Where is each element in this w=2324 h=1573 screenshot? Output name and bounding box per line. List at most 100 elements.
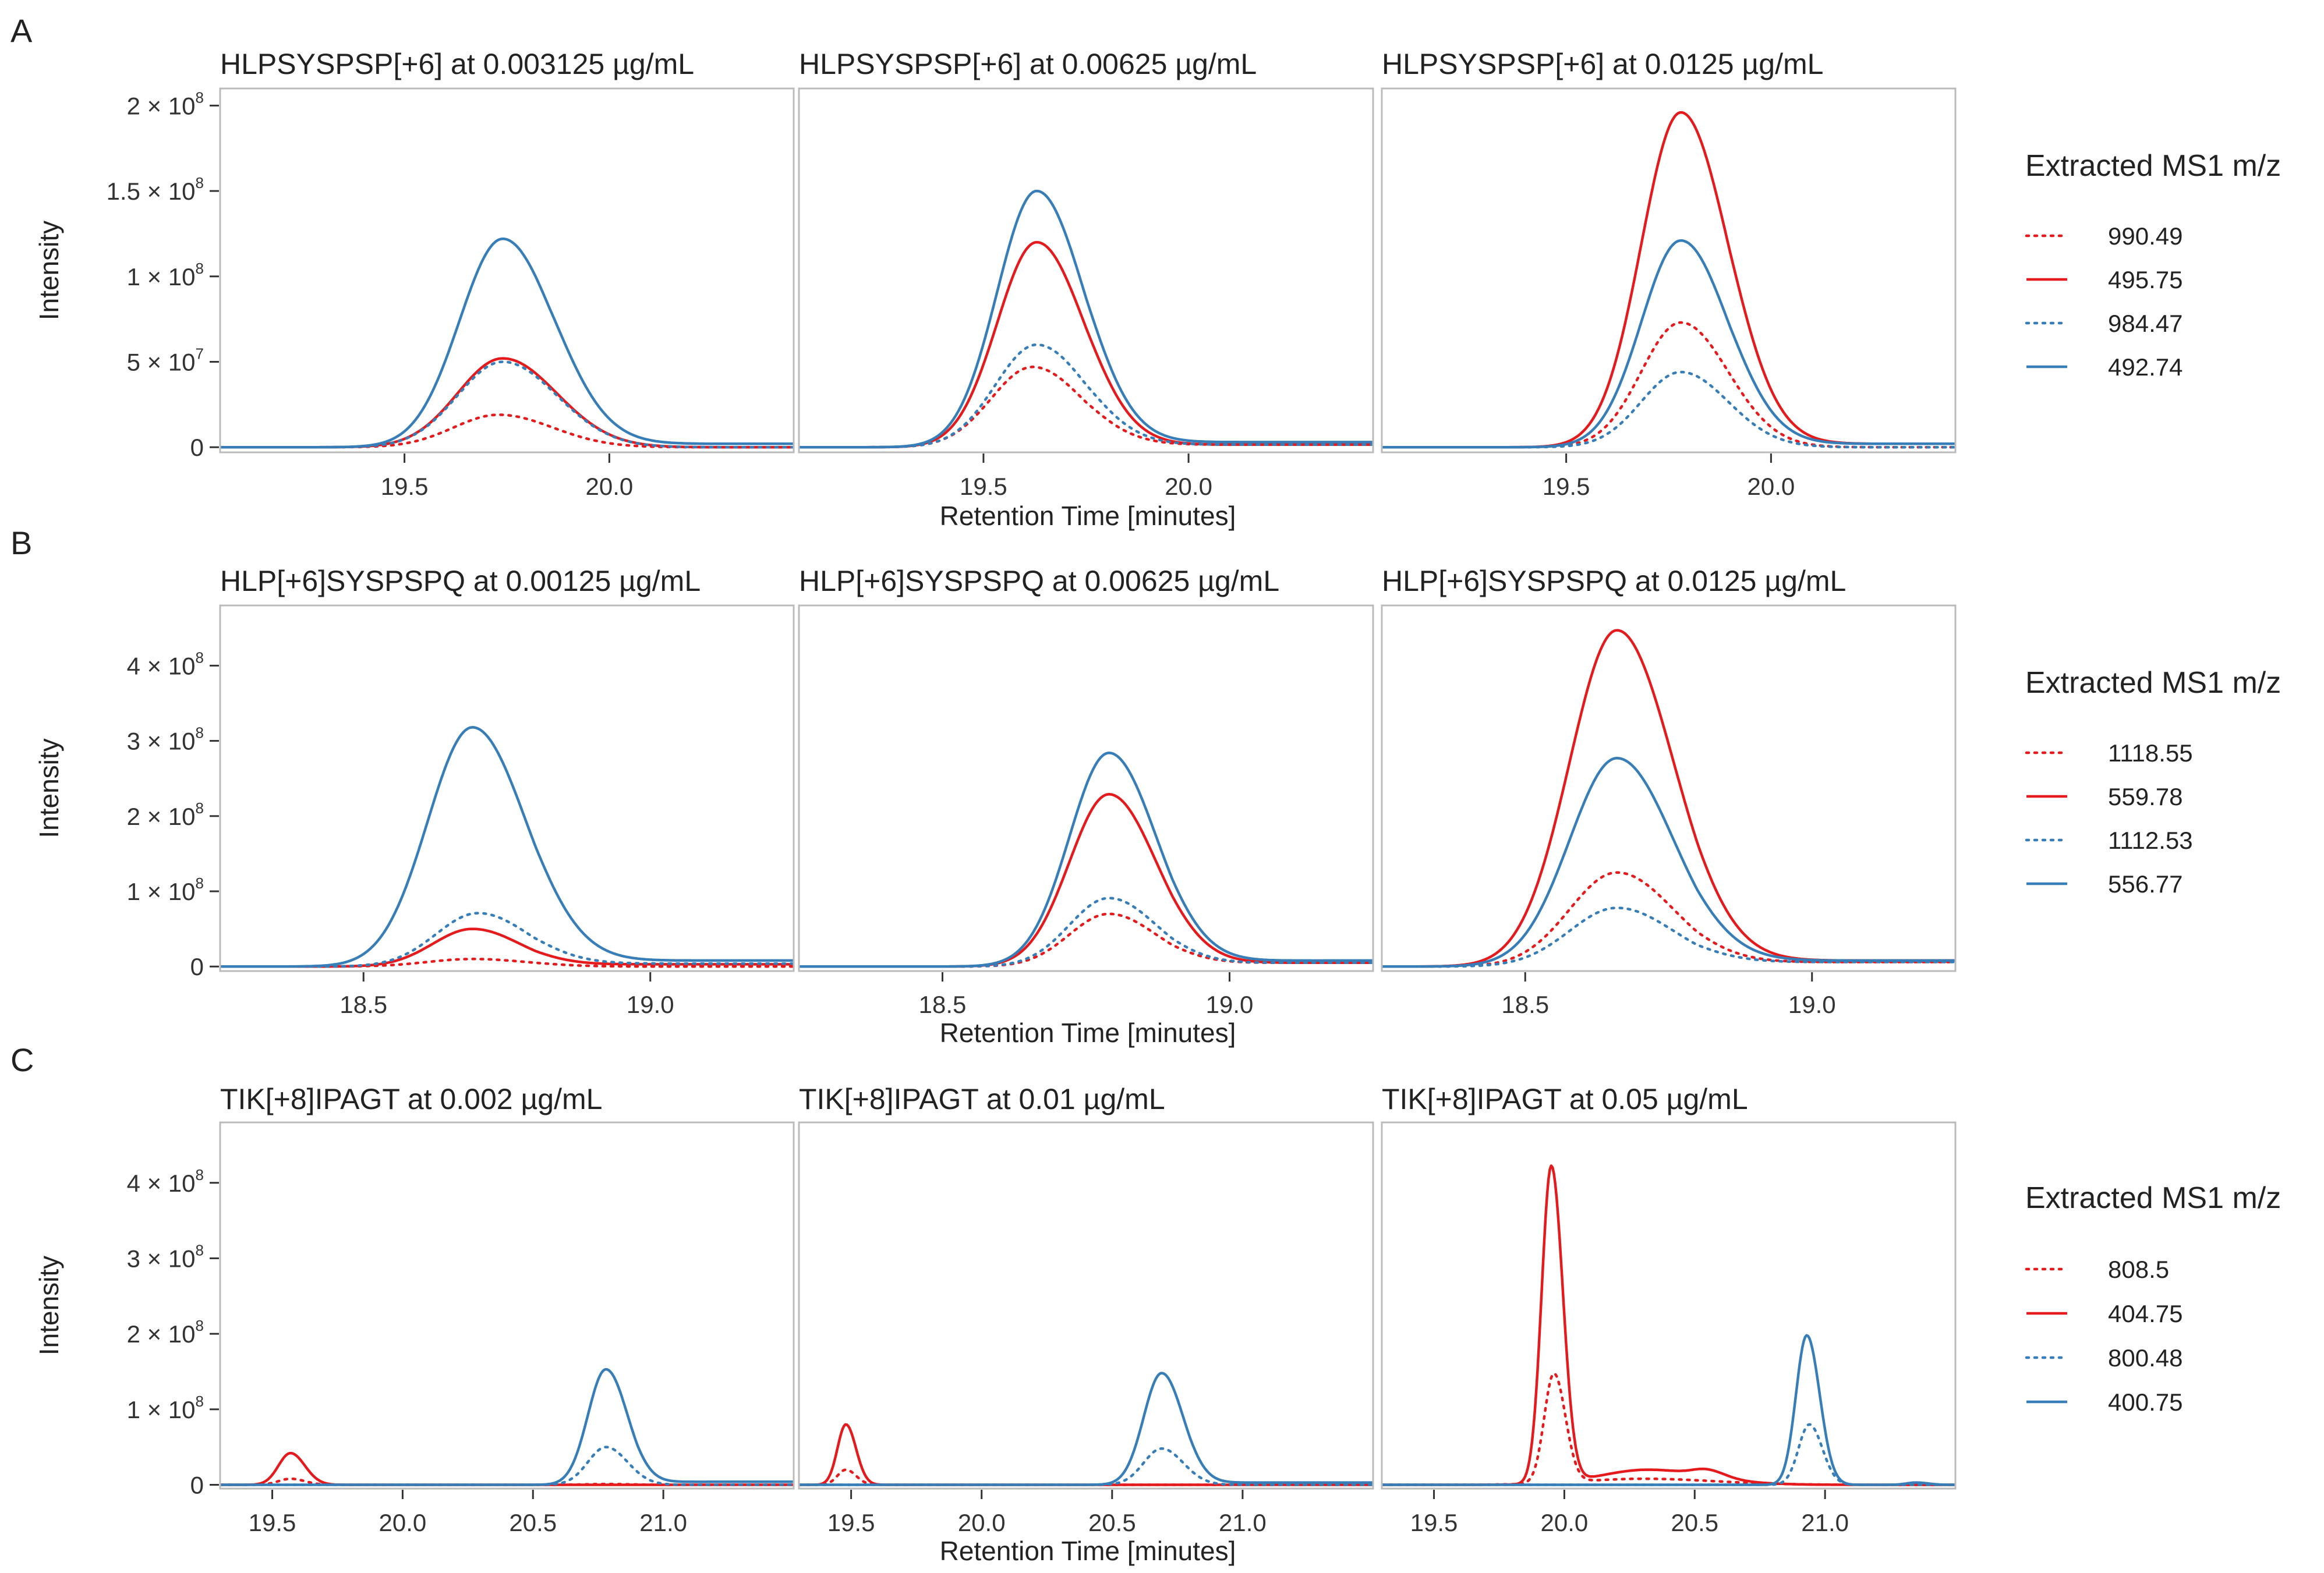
- legend-item-label: 1112.53: [2108, 827, 2193, 854]
- panel-letter: C: [10, 1041, 34, 1078]
- series-line-404-75: [1382, 1164, 1955, 1486]
- y-axis-label: Intensity: [34, 738, 64, 838]
- series-group: [799, 189, 1373, 449]
- series-line-984-47: [799, 343, 1373, 449]
- x-tick-label: 21.0: [1801, 1509, 1849, 1536]
- series-line-800-48: [799, 1447, 1373, 1486]
- panel-frame: [219, 604, 795, 972]
- series-line-1112-53: [220, 912, 794, 968]
- y-tick-label: 2 × 108: [127, 88, 204, 119]
- x-tick-label: 18.5: [339, 991, 387, 1018]
- series-line-492-74: [220, 237, 794, 449]
- legend-item-label: 800.48: [2108, 1344, 2182, 1372]
- x-tick-label: 20.5: [1088, 1509, 1136, 1536]
- y-tick-exponent: 8: [196, 1393, 204, 1410]
- y-tick-label: 5 × 107: [127, 345, 204, 375]
- x-tick-label: 19.0: [1206, 991, 1254, 1018]
- series-line-984-47: [220, 360, 794, 449]
- panel-title: TIK[+8]IPAGT at 0.002 µg/mL: [220, 1083, 602, 1115]
- series-line-400-75: [799, 1372, 1373, 1486]
- x-tick-label: 20.0: [379, 1509, 427, 1536]
- series-line-495-75: [1382, 111, 1955, 449]
- panel-c-3: TIK[+8]IPAGT at 0.05 µg/mL 19.5 20.0 20.5 21…: [1381, 1083, 1957, 1536]
- y-tick-label: 4 × 108: [127, 1166, 204, 1197]
- x-axis-label: Retention Time [minutes]: [940, 501, 1236, 531]
- panel-frame: [798, 1121, 1374, 1490]
- series-line-990-49: [1382, 321, 1955, 449]
- series-line-984-47: [1382, 370, 1955, 449]
- y-tick-label: 1 × 108: [127, 1393, 204, 1423]
- series-group: [1382, 629, 1955, 968]
- y-tick-exponent: 8: [196, 1166, 204, 1184]
- x-tick-label: 21.0: [639, 1509, 687, 1536]
- panel-title: HLPSYSPSP[+6] at 0.00625 µg/mL: [799, 48, 1257, 80]
- y-tick-exponent: 8: [196, 88, 204, 106]
- series-group: [799, 1372, 1373, 1486]
- series-line-556-77: [799, 752, 1373, 968]
- series-line-404-75: [799, 1423, 1373, 1486]
- panel-c-2: TIK[+8]IPAGT at 0.01 µg/mL 19.5 20.0 20.5 21…: [798, 1083, 1374, 1536]
- x-tick-label: 19.0: [1788, 991, 1836, 1018]
- panel-letter: A: [10, 12, 33, 49]
- panel-a-1: HLPSYSPSP[+6] at 0.003125 µg/mL 19.5 20.0: [219, 48, 795, 500]
- series-line-492-74: [1382, 239, 1955, 449]
- x-tick-label: 20.0: [1748, 473, 1795, 500]
- panel-title: TIK[+8]IPAGT at 0.05 µg/mL: [1382, 1083, 1748, 1115]
- series-group: [220, 1367, 794, 1486]
- panel-frame: [219, 1121, 795, 1490]
- panel-frame: [1381, 1121, 1957, 1490]
- y-tick-label: 2 × 108: [127, 1317, 204, 1348]
- series-line-1118-55: [220, 958, 794, 968]
- panel-frame: [798, 87, 1374, 454]
- x-tick-label: 21.0: [1219, 1509, 1267, 1536]
- x-tick-label: 20.5: [1671, 1509, 1718, 1536]
- y-tick-exponent: 8: [196, 1241, 204, 1259]
- series-group: [220, 726, 794, 968]
- panel-a-3: HLPSYSPSP[+6] at 0.0125 µg/mL 19.5 20.0: [1381, 48, 1957, 500]
- y-tick-label: 4 × 108: [127, 649, 204, 679]
- y-tick-exponent: 8: [196, 649, 204, 666]
- y-tick-exponent: 8: [196, 1317, 204, 1334]
- panel-title: TIK[+8]IPAGT at 0.01 µg/mL: [799, 1083, 1165, 1115]
- legend-title: Extracted MS1 m/z: [2025, 1181, 2281, 1215]
- y-tick-label: 1.5 × 108: [107, 174, 204, 205]
- series-group: [1382, 111, 1955, 449]
- y-tick-exponent: 8: [196, 260, 204, 277]
- y-tick-exponent: 8: [196, 724, 204, 742]
- series-line-495-75: [220, 357, 794, 449]
- x-tick-label: 19.5: [960, 473, 1007, 500]
- series-line-492-74: [799, 189, 1373, 449]
- panel-frame: [1381, 87, 1957, 454]
- legend-item-label: 990.49: [2108, 222, 2182, 250]
- panel-title: HLP[+6]SYSPSPQ at 0.0125 µg/mL: [1382, 565, 1846, 597]
- legend-item-label: 495.75: [2108, 266, 2182, 293]
- series-line-404-75: [220, 1451, 794, 1486]
- x-tick-label: 19.5: [249, 1509, 296, 1536]
- x-tick-label: 20.0: [1541, 1509, 1589, 1536]
- x-tick-label: 19.0: [627, 991, 674, 1018]
- legend: Extracted MS1 m/z 1118.55 559.78 1112.53 556…: [2025, 666, 2281, 898]
- legend-item-label: 984.47: [2108, 310, 2182, 337]
- series-line-400-75: [220, 1367, 794, 1486]
- y-tick-exponent: 8: [196, 874, 204, 892]
- x-tick-label: 19.5: [1410, 1509, 1458, 1536]
- series-line-1112-53: [799, 897, 1373, 968]
- y-axis-label: Intensity: [34, 221, 64, 320]
- x-tick-label: 19.5: [1543, 473, 1590, 500]
- panel-b-3: HLP[+6]SYSPSPQ at 0.0125 µg/mL 18.5 19.0: [1381, 565, 1957, 1018]
- series-line-400-75: [1382, 1334, 1955, 1486]
- series-line-1112-53: [1382, 906, 1955, 968]
- legend-item-label: 404.75: [2108, 1300, 2182, 1327]
- series-line-808-5: [1382, 1372, 1955, 1486]
- legend-item-label: 492.74: [2108, 353, 2182, 381]
- series-line-1118-55: [799, 912, 1373, 968]
- panel-frame: [798, 604, 1374, 972]
- y-tick-label: 1 × 108: [127, 260, 204, 290]
- y-tick-label: 0: [190, 1472, 204, 1499]
- x-tick-label: 20.0: [586, 473, 634, 500]
- x-tick-label: 18.5: [1501, 991, 1549, 1018]
- row-c: C Intensity 0 1 × 108 2 × 108 3 × 108 4 × 108 R…: [10, 1041, 2281, 1566]
- legend-title: Extracted MS1 m/z: [2025, 666, 2281, 700]
- panel-letter: B: [10, 525, 32, 561]
